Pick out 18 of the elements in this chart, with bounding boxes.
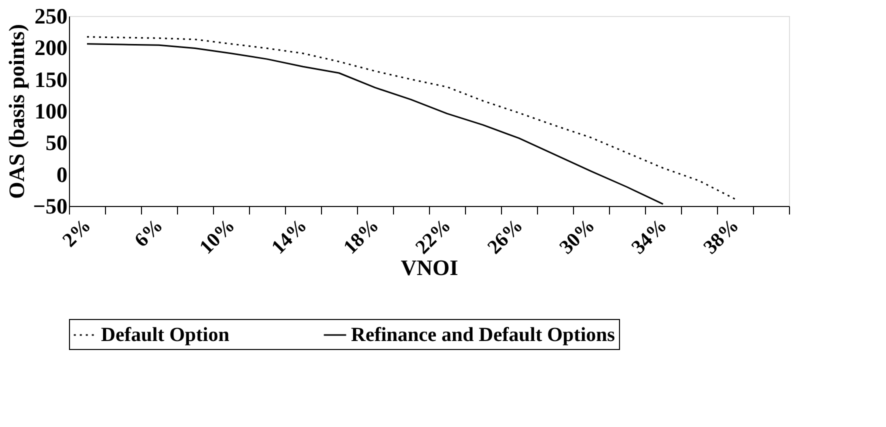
x-tick-label: 30% bbox=[555, 214, 600, 259]
y-tick-label: 250 bbox=[34, 4, 68, 28]
x-tick-label: 18% bbox=[339, 214, 384, 259]
legend-label: Refinance and Default Options bbox=[351, 324, 616, 346]
line-series bbox=[86, 36, 736, 200]
x-tick-label: 10% bbox=[195, 214, 240, 259]
legend-label: Default Option bbox=[101, 324, 230, 346]
y-tick-label: 200 bbox=[34, 35, 68, 60]
x-tick-label: 38% bbox=[699, 214, 744, 259]
x-tick-label: 14% bbox=[267, 214, 312, 259]
y-axis-title: OAS (basis points) bbox=[4, 24, 29, 199]
y-tick-label: 150 bbox=[34, 66, 68, 92]
x-tick-label: 6% bbox=[130, 214, 168, 252]
x-tick-label: 26% bbox=[483, 214, 528, 259]
x-tick-label: 34% bbox=[627, 214, 672, 259]
y-tick-label: 0 bbox=[56, 162, 68, 187]
y-tick-label: 100 bbox=[34, 98, 68, 124]
y-tick-label: 50 bbox=[46, 130, 68, 156]
